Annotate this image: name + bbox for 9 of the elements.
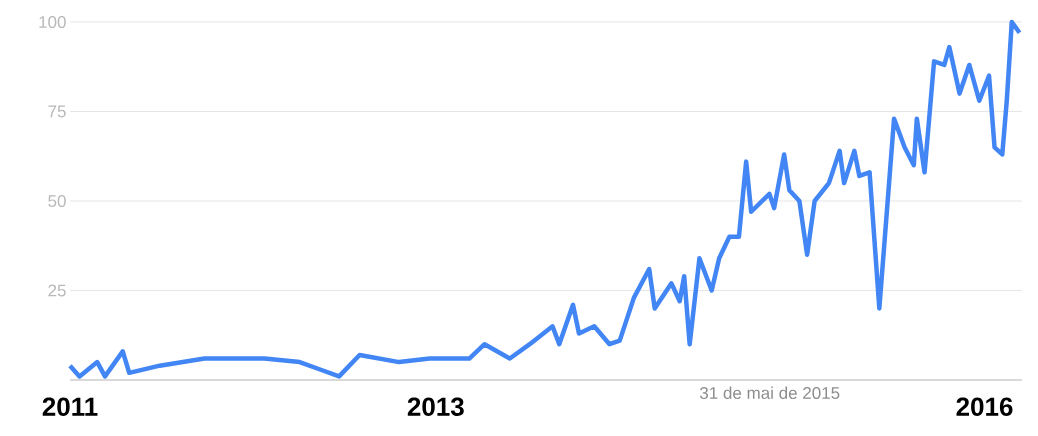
y-tick-label: 25 [48,284,66,297]
x-tick-label: 2016 [956,397,1013,416]
x-tick-label: 2013 [407,397,464,416]
text: 31 de mai de 2015 [699,386,840,400]
x-tick-label: 2011 [42,397,98,416]
line-series [67,19,1022,379]
y-tick-label: 75 [48,105,66,118]
y-tick-label: 50 [48,194,66,208]
y-tick-label: 100 [39,15,66,29]
